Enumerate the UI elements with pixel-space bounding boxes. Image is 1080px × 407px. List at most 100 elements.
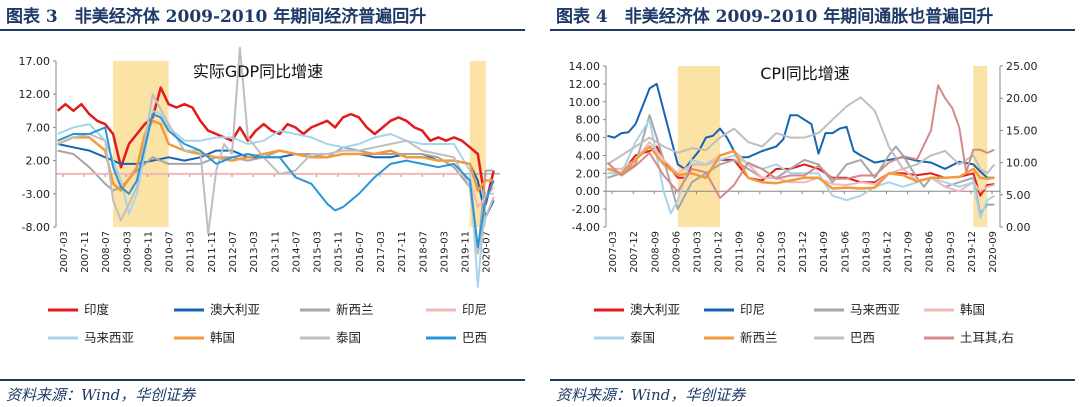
x-tick-label: 2020-07 [482, 231, 493, 273]
left-source-note: 资料来源：Wind，华创证券 [6, 386, 196, 404]
series-line-5 [57, 109, 494, 288]
y-tick-label: 8.00 [576, 114, 601, 127]
x-tick-label: 2017-11 [397, 231, 408, 273]
y-tick-label: 14.00 [569, 60, 601, 73]
y-tick-label: -3.00 [22, 188, 50, 201]
x-tick-label: 2010-07 [165, 231, 176, 273]
gdp-growth-chart: 17.00 12.00 7.00 2.00 -3.00 -8.00 2007-03 2007-… [19, 46, 500, 345]
series-line-7 [606, 96, 996, 175]
y-tick-label: -8.00 [22, 221, 50, 234]
y-tick-label: 4.00 [576, 149, 601, 162]
x-tick-label: 2014-07 [291, 231, 302, 273]
legend-label: 澳大利亚 [210, 302, 260, 317]
y-tick-label: 7.00 [26, 121, 51, 134]
legend-label: 印尼 [740, 302, 765, 317]
legend-label: 土耳其,右 [960, 330, 1014, 345]
x-tick-label: 2007-11 [80, 231, 91, 273]
legend-label: 巴西 [462, 330, 487, 345]
y-tick-label: -2.00 [572, 203, 600, 216]
series-line-8 [606, 84, 995, 199]
y-right-tick-label: 5.00 [1006, 189, 1031, 202]
right-source-note: 资料来源：Wind，华创证券 [556, 386, 746, 404]
x-tick-label: 2015-11 [334, 231, 345, 273]
left-title-rule [0, 29, 525, 31]
series-line-7 [57, 46, 495, 255]
x-tick-label: 2011-09 [735, 231, 746, 273]
x-tick-label: 2016-07 [355, 231, 366, 273]
x-tick-label: 2020-09 [988, 231, 999, 273]
x-tick-label: 2007-03 [59, 231, 70, 273]
x-tick-label: 2012-06 [756, 231, 767, 273]
x-tick-label: 2017-03 [376, 231, 387, 273]
x-tick-label: 2016-03 [861, 231, 872, 273]
series-line-5 [607, 118, 995, 220]
legend-label: 印尼 [462, 302, 487, 317]
x-tick-label: 2010-03 [693, 231, 704, 273]
y-tick-label: 6.00 [576, 132, 601, 145]
y-right-tick-label: 15.00 [1006, 124, 1038, 137]
x-tick-label: 2010-12 [714, 231, 725, 273]
y-tick-label: -4.00 [572, 221, 600, 234]
series-line-8 [57, 113, 495, 248]
x-tick-label: 2019-11 [461, 231, 472, 273]
x-tick-label: 2011-11 [207, 231, 218, 273]
x-tick-label: 2013-12 [798, 231, 809, 273]
legend-label: 马来西亚 [850, 302, 900, 317]
x-tick-label: 2019-12 [967, 231, 978, 273]
left-figure-panel: 图表 3 非美经济体 2009-2010 年期间经济普遍回升 17.00 12.0… [0, 0, 530, 407]
left-figure-title: 图表 3 非美经济体 2009-2010 年期间经济普遍回升 [6, 7, 427, 27]
x-tick-label: 2017-09 [904, 231, 915, 273]
series-line-2 [607, 82, 995, 179]
y-right-tick-label: 10.00 [1006, 157, 1038, 170]
x-tick-label: 2016-12 [882, 231, 893, 273]
y-right-tick-label: 25.00 [1006, 60, 1038, 73]
legend-label: 新西兰 [336, 302, 374, 317]
highlight-band-1 [677, 66, 720, 227]
x-tick-label: 2015-06 [840, 231, 851, 273]
x-tick-label: 2019-03 [439, 231, 450, 273]
x-tick-label: 2014-09 [819, 231, 830, 273]
x-tick-label: 2007-12 [629, 231, 640, 273]
right-source-rule [550, 379, 1075, 381]
legend-label: 新西兰 [740, 330, 778, 345]
y-tick-label: 17.00 [19, 55, 51, 68]
x-tick-label: 2019-03 [946, 231, 957, 273]
legend-label: 印度 [84, 302, 110, 317]
legend-label: 泰国 [336, 330, 361, 345]
x-tick-label: 2013-11 [270, 231, 281, 273]
y-tick-label: 2.00 [576, 167, 601, 180]
y-tick-label: 2.00 [26, 155, 51, 168]
y-tick-label: 0.00 [576, 185, 601, 198]
legend-label: 韩国 [960, 302, 985, 317]
chart-title: CPI同比增速 [760, 64, 850, 83]
x-tick-label: 2007-03 [608, 231, 619, 273]
x-tick-label: 2018-06 [925, 231, 936, 273]
right-figure-panel: 图表 4 非美经济体 2009-2010 年期间通胀也普遍回升 14.00 12.… [550, 0, 1080, 407]
legend-label: 泰国 [630, 330, 655, 345]
x-tick-label: 2018-07 [418, 231, 429, 273]
x-tick-label: 2015-03 [313, 231, 324, 273]
right-figure-title: 图表 4 非美经济体 2009-2010 年期间通胀也普遍回升 [556, 7, 994, 27]
x-tick-label: 2009-06 [671, 231, 682, 273]
x-tick-label: 2008-09 [650, 231, 661, 273]
x-tick-label: 2011-03 [186, 231, 197, 273]
x-tick-label: 2009-11 [143, 231, 154, 273]
cpi-growth-chart: 14.00 12.00 10.00 8.00 6.00 4.00 2.00 0.00 -2.00… [569, 60, 1038, 345]
series-line-4 [607, 141, 995, 193]
legend-label: 韩国 [210, 330, 235, 345]
series-line-6 [607, 145, 995, 190]
x-tick-label: 2008-07 [101, 231, 112, 273]
x-tick-label: 2013-03 [777, 231, 788, 273]
legend-label: 马来西亚 [84, 330, 134, 345]
legend-label: 澳大利亚 [630, 302, 680, 317]
y-tick-label: 12.00 [19, 88, 51, 101]
y-right-tick-label: 20.00 [1006, 92, 1038, 105]
left-source-rule [0, 379, 525, 381]
y-tick-label: 10.00 [569, 96, 601, 109]
y-right-tick-label: 0.00 [1006, 221, 1031, 234]
highlight-band-1 [113, 61, 169, 227]
right-title-rule [550, 29, 1075, 31]
x-tick-label: 2013-03 [249, 231, 260, 273]
series-line-6 [57, 119, 494, 192]
legend-label: 巴西 [850, 330, 875, 345]
